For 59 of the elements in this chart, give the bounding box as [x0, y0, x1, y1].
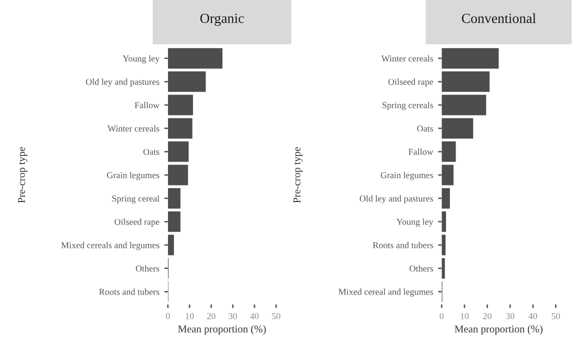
- bar: [168, 71, 206, 92]
- y-axis-title: Pre-crop type: [293, 147, 303, 203]
- bar: [168, 188, 180, 209]
- y-tick-label: Roots and tubers: [372, 242, 434, 248]
- x-tick-label: 10: [460, 313, 469, 320]
- y-tick-label: Old ley and pastures: [360, 195, 434, 204]
- bar: [442, 118, 474, 139]
- y-tick-label: Winter cereals: [108, 125, 160, 132]
- y-axis-title: Pre-crop type: [18, 147, 28, 203]
- chart-title: Conventional: [462, 13, 536, 24]
- bar: [442, 71, 490, 92]
- y-tick-label: Oats: [143, 148, 160, 155]
- y-tick-label: Fallow: [408, 148, 434, 155]
- x-tick-label: 0: [440, 313, 444, 320]
- y-tick-label: Grain legumes: [380, 172, 434, 180]
- x-axis-title: Mean proportion (%): [454, 325, 543, 335]
- x-tick-label: 40: [250, 313, 259, 320]
- bar: [442, 141, 456, 162]
- y-tick-label: Mixed cereals and legumes: [61, 242, 160, 250]
- bar: [442, 48, 499, 69]
- y-tick-label: Oats: [417, 125, 434, 132]
- y-tick-label: Young ley: [122, 55, 160, 64]
- y-tick-label: Roots and tubers: [99, 288, 160, 295]
- bar: [442, 164, 454, 186]
- bar: [168, 48, 222, 69]
- bar: [168, 164, 188, 186]
- bar: [168, 211, 180, 232]
- chart-title: Organic: [200, 14, 244, 26]
- bar: [442, 234, 446, 256]
- bar: [168, 141, 189, 162]
- y-tick-label: Fallow: [134, 102, 160, 108]
- x-tick-label: 30: [506, 313, 514, 320]
- y-tick-label: Winter cereals: [381, 55, 434, 62]
- bar: [168, 94, 194, 116]
- bar: [168, 234, 174, 256]
- bar: [442, 211, 446, 232]
- bar: [442, 188, 450, 209]
- y-tick-label: Old ley and pastures: [86, 78, 160, 87]
- x-tick-label: 10: [186, 313, 194, 320]
- y-tick-label: Grain legumes: [107, 172, 160, 180]
- x-tick-label: 0: [166, 313, 170, 320]
- y-tick-label: Spring cereals: [382, 102, 434, 110]
- x-tick-label: 50: [272, 313, 280, 320]
- x-tick-label: 20: [207, 313, 216, 320]
- y-tick-label: Spring cereal: [112, 195, 160, 204]
- x-tick-label: 30: [228, 313, 237, 320]
- bar: [442, 94, 486, 116]
- bar: [442, 258, 445, 279]
- y-tick-label: Others: [136, 265, 160, 272]
- y-tick-label: Others: [410, 265, 434, 272]
- y-tick-label: Young ley: [396, 218, 434, 227]
- y-tick-label: Oilseed rape: [388, 78, 434, 87]
- x-tick-label: 50: [552, 313, 560, 320]
- y-tick-label: Mixed cereal and legumes: [338, 288, 434, 297]
- bar: [168, 118, 192, 139]
- x-tick-label: 40: [528, 313, 538, 320]
- x-axis-title: Mean proportion (%): [178, 325, 266, 335]
- y-tick-label: Oilseed rape: [114, 218, 160, 227]
- x-tick-label: 20: [483, 313, 492, 320]
